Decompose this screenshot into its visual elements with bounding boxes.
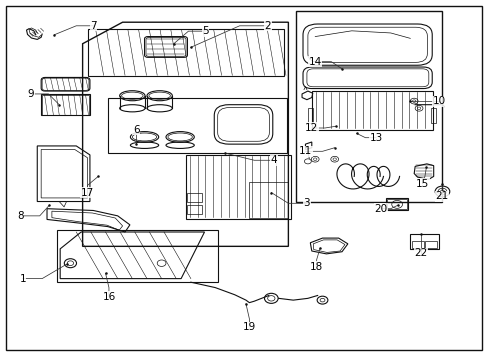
Bar bbox=[311, 91, 432, 130]
Text: 7: 7 bbox=[90, 21, 97, 31]
Bar bbox=[430, 108, 435, 123]
Bar bbox=[42, 95, 89, 115]
Text: 2: 2 bbox=[264, 21, 271, 31]
Bar bbox=[57, 230, 217, 282]
Text: 19: 19 bbox=[242, 322, 256, 332]
Bar bbox=[386, 199, 406, 210]
Text: 13: 13 bbox=[369, 133, 382, 143]
Text: 10: 10 bbox=[432, 96, 445, 106]
Text: 6: 6 bbox=[133, 125, 139, 135]
Text: 17: 17 bbox=[81, 188, 94, 198]
Bar bbox=[185, 155, 290, 220]
Bar bbox=[186, 193, 201, 202]
Bar bbox=[411, 241, 424, 248]
Bar bbox=[307, 108, 312, 123]
Text: 21: 21 bbox=[434, 191, 447, 201]
Text: 12: 12 bbox=[305, 123, 318, 133]
Text: 1: 1 bbox=[20, 274, 26, 284]
Text: 4: 4 bbox=[270, 155, 277, 165]
Bar bbox=[186, 205, 201, 214]
Bar bbox=[385, 198, 407, 211]
Bar bbox=[108, 98, 287, 153]
Text: 14: 14 bbox=[308, 57, 321, 67]
Text: 20: 20 bbox=[374, 204, 387, 214]
Bar bbox=[88, 30, 283, 76]
Text: 5: 5 bbox=[202, 26, 208, 36]
Text: 16: 16 bbox=[102, 292, 115, 302]
Text: 18: 18 bbox=[309, 262, 323, 272]
Text: 8: 8 bbox=[17, 211, 23, 221]
Bar bbox=[249, 182, 287, 218]
Text: 15: 15 bbox=[415, 179, 428, 189]
Text: 22: 22 bbox=[413, 248, 427, 258]
Text: 9: 9 bbox=[27, 89, 34, 99]
Text: 11: 11 bbox=[298, 146, 311, 156]
Bar bbox=[295, 12, 441, 202]
Bar bbox=[41, 94, 90, 116]
Bar bbox=[424, 241, 436, 248]
Bar bbox=[409, 234, 438, 249]
Text: 3: 3 bbox=[303, 198, 309, 208]
